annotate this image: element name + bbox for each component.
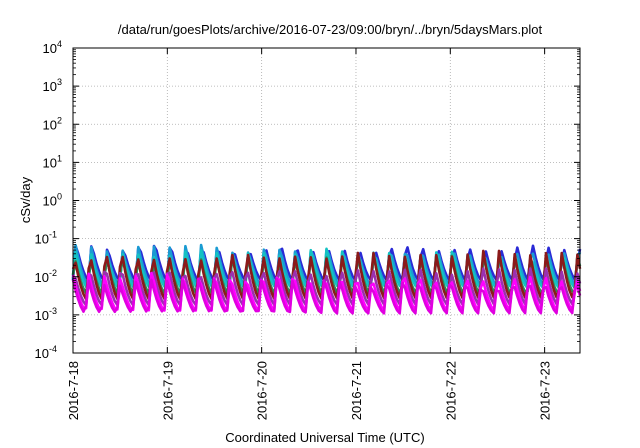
y-tick-label: 10-2	[35, 268, 57, 285]
series-line	[71, 277, 582, 315]
x-axis: 2016-7-18 2016-7-19 2016-7-20 2016-7-21 2016…	[66, 48, 553, 420]
series-group	[71, 243, 582, 315]
x-tick-label: 2016-7-20	[255, 361, 270, 420]
y-tick-label: 10-4	[35, 344, 57, 361]
y-tick-label: 104	[43, 39, 62, 56]
y-tick-label: 10-3	[35, 306, 57, 323]
y-axis: 10-4 10-3 10-2 10-1 100 101 102 103 104	[35, 39, 580, 361]
x-axis-label: Coordinated Universal Time (UTC)	[225, 430, 424, 445]
x-tick-label: 2016-7-18	[66, 361, 81, 420]
y-tick-label: 103	[43, 77, 62, 94]
chart-title: /data/run/goesPlots/archive/2016-07-23/0…	[118, 22, 543, 37]
x-tick-label: 2016-7-19	[160, 361, 175, 420]
y-tick-label: 101	[43, 153, 62, 170]
y-tick-label: 10-1	[35, 230, 57, 247]
y-tick-label: 100	[43, 192, 62, 209]
x-tick-label: 2016-7-21	[349, 361, 364, 420]
x-tick-label: 2016-7-22	[443, 361, 458, 420]
y-axis-label: cSv/day	[18, 176, 33, 223]
x-tick-label: 2016-7-23	[538, 361, 553, 420]
y-tick-label: 102	[43, 115, 62, 132]
